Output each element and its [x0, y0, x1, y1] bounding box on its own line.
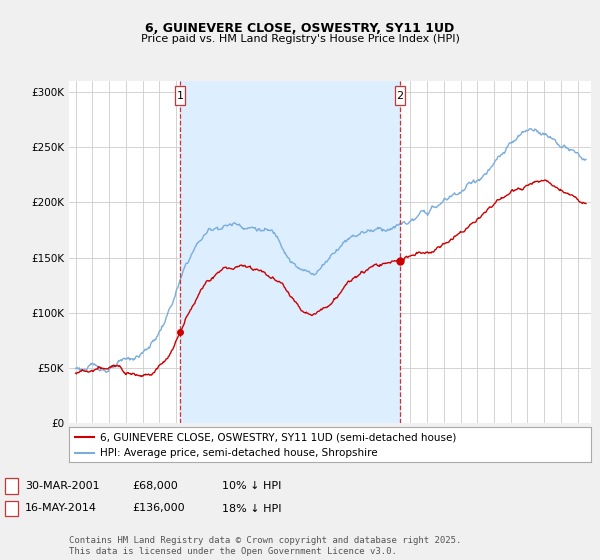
Bar: [180, 81, 400, 423]
Text: 10% ↓ HPI: 10% ↓ HPI: [222, 481, 281, 491]
Text: £68,000: £68,000: [132, 481, 178, 491]
Text: 18% ↓ HPI: 18% ↓ HPI: [222, 503, 281, 514]
Bar: [175, 86, 185, 105]
Text: 30-MAR-2001: 30-MAR-2001: [25, 481, 100, 491]
Text: Contains HM Land Registry data © Crown copyright and database right 2025.
This d: Contains HM Land Registry data © Crown c…: [69, 536, 461, 556]
Text: £136,000: £136,000: [132, 503, 185, 514]
Bar: [395, 86, 405, 105]
Text: 6, GUINEVERE CLOSE, OSWESTRY, SY11 1UD: 6, GUINEVERE CLOSE, OSWESTRY, SY11 1UD: [145, 22, 455, 35]
Text: 1: 1: [177, 91, 184, 101]
Text: 2: 2: [8, 503, 15, 514]
Text: Price paid vs. HM Land Registry's House Price Index (HPI): Price paid vs. HM Land Registry's House …: [140, 34, 460, 44]
Text: 1: 1: [8, 481, 15, 491]
Text: 2: 2: [397, 91, 403, 101]
Text: HPI: Average price, semi-detached house, Shropshire: HPI: Average price, semi-detached house,…: [100, 449, 378, 458]
Text: 16-MAY-2014: 16-MAY-2014: [25, 503, 97, 514]
Text: 6, GUINEVERE CLOSE, OSWESTRY, SY11 1UD (semi-detached house): 6, GUINEVERE CLOSE, OSWESTRY, SY11 1UD (…: [100, 432, 457, 442]
